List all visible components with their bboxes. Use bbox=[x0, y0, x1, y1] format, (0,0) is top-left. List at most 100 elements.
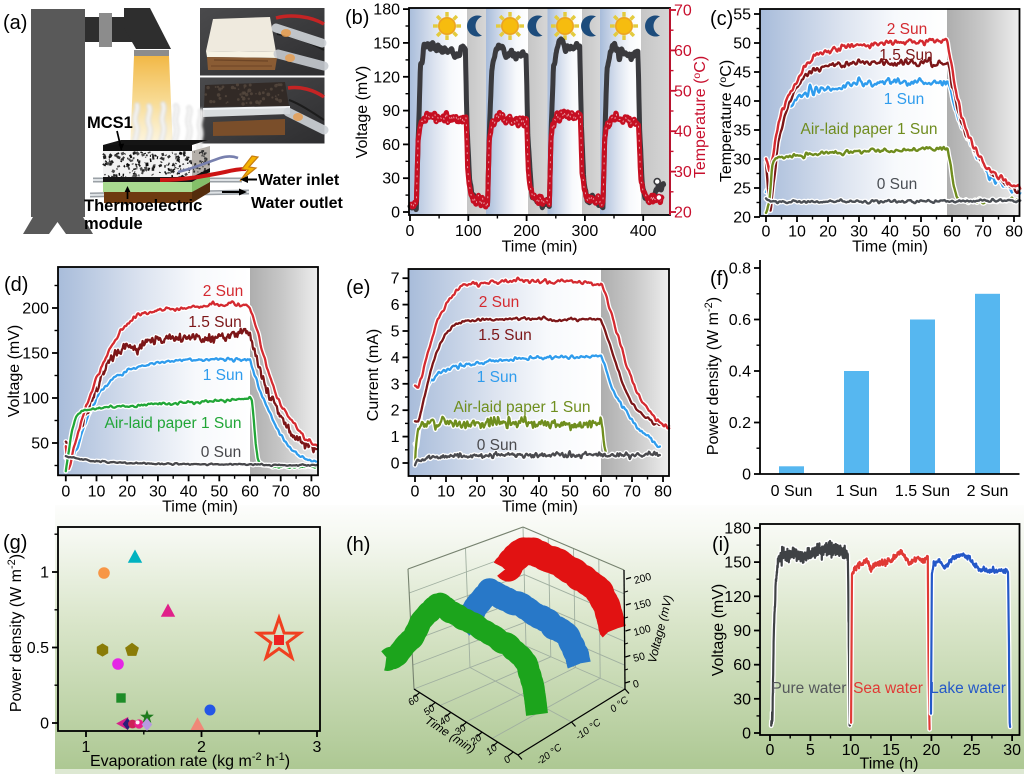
svg-text:0 Sun: 0 Sun bbox=[877, 176, 918, 193]
svg-text:20: 20 bbox=[468, 484, 486, 501]
svg-text:2 Sun: 2 Sun bbox=[967, 483, 1009, 500]
svg-text:150: 150 bbox=[373, 35, 400, 52]
svg-text:20: 20 bbox=[674, 205, 692, 222]
svg-text:0: 0 bbox=[391, 205, 400, 222]
svg-text:Pure water: Pure water bbox=[772, 680, 847, 697]
svg-text:60: 60 bbox=[382, 137, 400, 154]
svg-text:50: 50 bbox=[210, 483, 228, 500]
svg-text:200: 200 bbox=[513, 223, 540, 240]
svg-text:(d): (d) bbox=[4, 274, 28, 296]
svg-text:Voltage (mV): Voltage (mV) bbox=[6, 325, 23, 417]
svg-text:1.5 Sun: 1.5 Sun bbox=[895, 483, 950, 500]
svg-text:0: 0 bbox=[40, 716, 49, 733]
svg-text:Time (h): Time (h) bbox=[860, 756, 919, 773]
svg-text:1 Sun: 1 Sun bbox=[477, 369, 518, 386]
svg-text:30: 30 bbox=[382, 171, 400, 188]
svg-text:80: 80 bbox=[1005, 224, 1023, 241]
svg-text:0: 0 bbox=[766, 742, 775, 759]
svg-text:(a): (a) bbox=[3, 12, 27, 34]
svg-text:30: 30 bbox=[674, 164, 692, 181]
svg-text:0: 0 bbox=[391, 456, 400, 473]
svg-text:30: 30 bbox=[499, 484, 517, 501]
svg-text:Water inlet: Water inlet bbox=[258, 172, 340, 189]
svg-text:90: 90 bbox=[733, 623, 751, 640]
svg-text:(g): (g) bbox=[3, 532, 27, 554]
svg-text:200: 200 bbox=[633, 571, 653, 587]
svg-text:0: 0 bbox=[742, 467, 751, 484]
svg-text:50: 50 bbox=[912, 224, 930, 241]
svg-text:1 Sun: 1 Sun bbox=[836, 483, 878, 500]
svg-text:1: 1 bbox=[82, 739, 91, 756]
svg-text:60: 60 bbox=[592, 484, 610, 501]
svg-text:2 Sun: 2 Sun bbox=[203, 283, 244, 300]
svg-text:300: 300 bbox=[572, 223, 599, 240]
svg-text:15: 15 bbox=[882, 742, 900, 759]
svg-text:180: 180 bbox=[373, 2, 400, 19]
svg-text:100: 100 bbox=[632, 623, 652, 639]
svg-text:4: 4 bbox=[391, 350, 400, 367]
svg-text:0: 0 bbox=[632, 678, 641, 691]
svg-text:400: 400 bbox=[630, 223, 657, 240]
svg-text:25: 25 bbox=[733, 181, 751, 198]
svg-text:(i): (i) bbox=[712, 534, 730, 556]
svg-text:10: 10 bbox=[788, 224, 806, 241]
svg-text:10: 10 bbox=[842, 742, 860, 759]
svg-text:(b): (b) bbox=[345, 7, 369, 29]
svg-text:0 Sun: 0 Sun bbox=[477, 437, 518, 454]
svg-text:3: 3 bbox=[391, 376, 400, 393]
svg-text:20: 20 bbox=[733, 210, 751, 227]
svg-text:10: 10 bbox=[437, 484, 455, 501]
svg-text:1: 1 bbox=[40, 565, 49, 582]
svg-text:1.5 Sun: 1.5 Sun bbox=[879, 47, 932, 64]
svg-text:5: 5 bbox=[391, 324, 400, 341]
svg-text:Evaporation rate (kg m-2 h-1): Evaporation rate (kg m-2 h-1) bbox=[90, 751, 290, 770]
svg-text:5: 5 bbox=[806, 742, 815, 759]
svg-text:Air-laid paper 1 Sun: Air-laid paper 1 Sun bbox=[105, 415, 242, 432]
svg-text:0: 0 bbox=[61, 483, 70, 500]
svg-text:20: 20 bbox=[118, 483, 136, 500]
svg-text:25: 25 bbox=[963, 742, 981, 759]
svg-text:30: 30 bbox=[733, 152, 751, 169]
svg-text:Air-laid paper 1 Sun: Air-laid paper 1 Sun bbox=[454, 399, 591, 416]
svg-text:50: 50 bbox=[733, 36, 751, 53]
svg-text:60: 60 bbox=[241, 483, 259, 500]
svg-text:70: 70 bbox=[623, 484, 641, 501]
svg-text:100: 100 bbox=[22, 391, 49, 408]
svg-text:30: 30 bbox=[850, 224, 868, 241]
svg-text:Voltage (mV): Voltage (mV) bbox=[710, 584, 727, 676]
svg-text:60: 60 bbox=[733, 657, 751, 674]
svg-text:180: 180 bbox=[724, 520, 751, 537]
svg-text:35: 35 bbox=[733, 123, 751, 140]
svg-text:(c): (c) bbox=[710, 8, 733, 30]
svg-text:0.2: 0.2 bbox=[729, 415, 751, 432]
svg-text:0: 0 bbox=[502, 754, 513, 766]
svg-text:120: 120 bbox=[373, 69, 400, 86]
svg-text:150: 150 bbox=[724, 555, 751, 572]
svg-text:Power density (W m-2): Power density (W m-2) bbox=[703, 297, 722, 455]
svg-text:Thermoelectric: Thermoelectric bbox=[84, 197, 202, 215]
svg-text:Power density (W m-2): Power density (W m-2) bbox=[6, 554, 25, 712]
svg-text:30: 30 bbox=[1003, 742, 1021, 759]
svg-text:70: 70 bbox=[674, 3, 692, 20]
svg-text:200: 200 bbox=[22, 301, 49, 318]
svg-text:6: 6 bbox=[391, 297, 400, 314]
svg-text:1 Sun: 1 Sun bbox=[203, 367, 244, 384]
svg-text:Lake water: Lake water bbox=[930, 680, 1006, 697]
svg-text:3: 3 bbox=[313, 739, 322, 756]
svg-text:Voltage (mV): Voltage (mV) bbox=[354, 66, 371, 158]
svg-text:Time (min): Time (min) bbox=[852, 239, 928, 256]
svg-text:2 Sun: 2 Sun bbox=[887, 21, 928, 38]
svg-text:0: 0 bbox=[762, 224, 771, 241]
svg-text:70: 70 bbox=[974, 224, 992, 241]
svg-text:1: 1 bbox=[391, 429, 400, 446]
svg-text:150: 150 bbox=[22, 346, 49, 363]
svg-text:module: module bbox=[84, 215, 143, 233]
svg-text:MCS1: MCS1 bbox=[87, 114, 133, 132]
svg-text:50: 50 bbox=[632, 650, 647, 665]
svg-text:0.8: 0.8 bbox=[729, 261, 751, 278]
svg-text:(h): (h) bbox=[346, 534, 370, 556]
svg-text:90: 90 bbox=[382, 103, 400, 120]
svg-text:Current (mA): Current (mA) bbox=[365, 329, 382, 421]
svg-text:2 Sun: 2 Sun bbox=[479, 294, 520, 311]
svg-text:0.6: 0.6 bbox=[729, 312, 751, 329]
